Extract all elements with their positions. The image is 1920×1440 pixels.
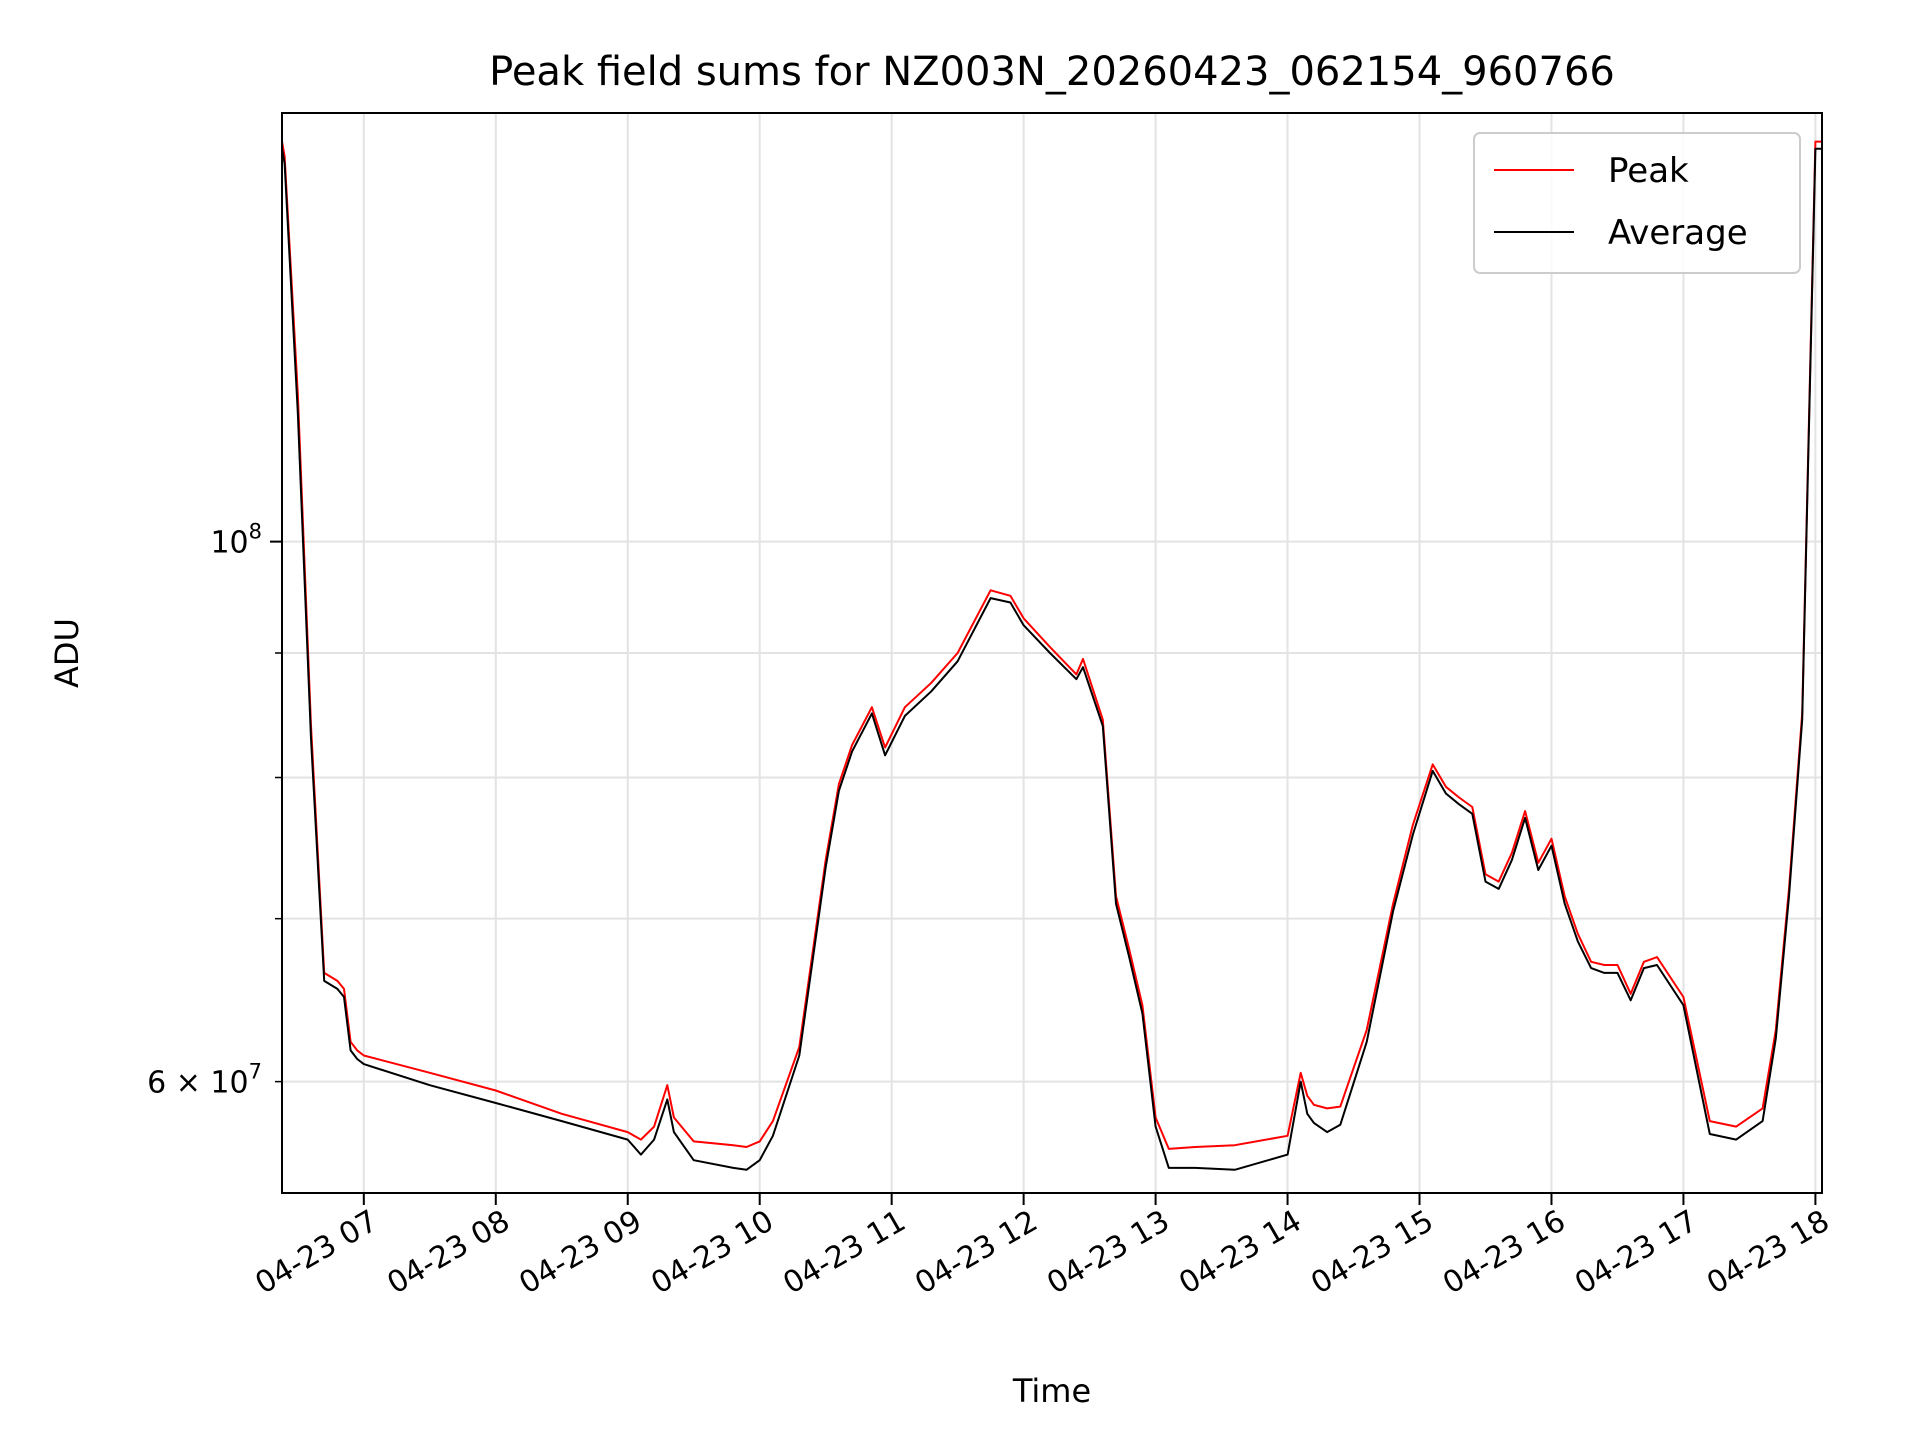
x-axis-label: Time: [1012, 1372, 1091, 1410]
grid: [282, 113, 1822, 1193]
legend-average-label: Average: [1608, 213, 1748, 253]
legend-box: [1473, 132, 1801, 274]
legend: Peak Average: [1473, 132, 1801, 274]
series-line-peak: [282, 140, 1822, 1150]
series-line-average: [282, 147, 1822, 1171]
legend-peak-label: Peak: [1608, 151, 1689, 191]
chart-title: Peak field sums for NZ003N_20260423_0621…: [489, 49, 1615, 95]
y-axis-label: ADU: [48, 618, 86, 688]
series-layer: [282, 140, 1822, 1171]
y-minor-tick-label: 6 × 107: [147, 1060, 262, 1101]
